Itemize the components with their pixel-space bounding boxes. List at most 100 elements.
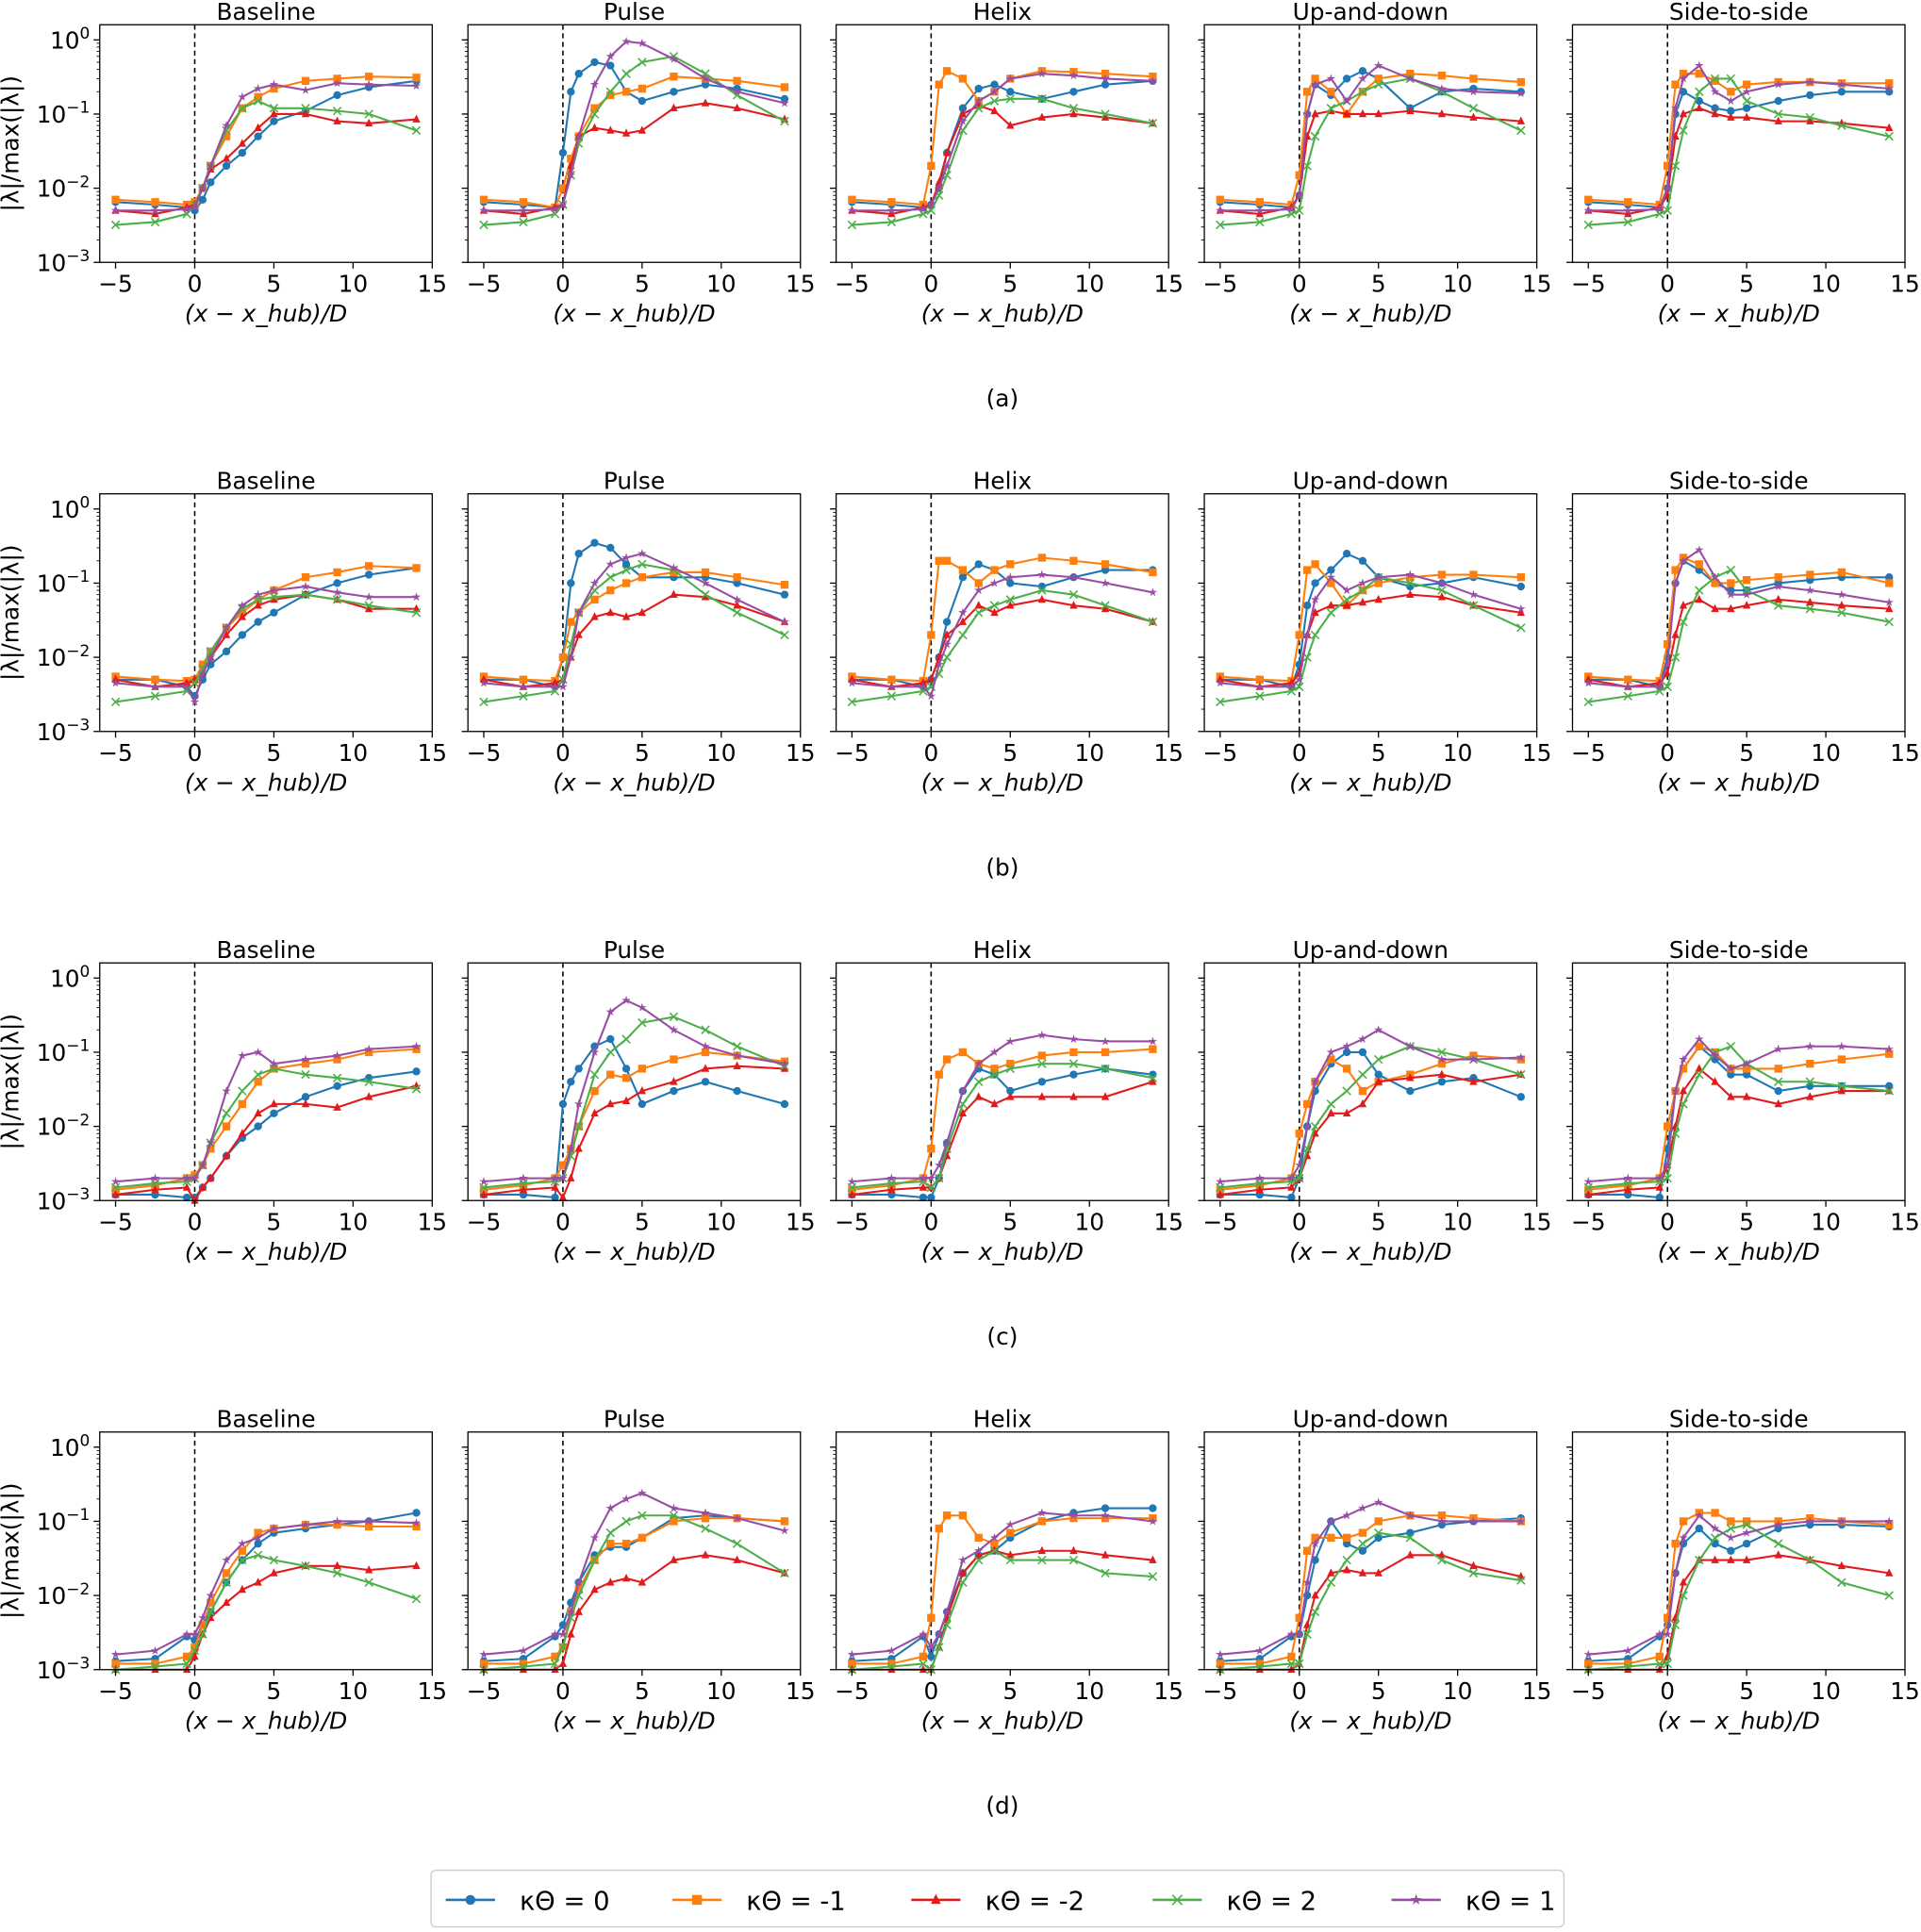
marker-square (558, 652, 568, 662)
marker-star (1583, 206, 1594, 215)
marker-square (1664, 1122, 1672, 1131)
marker-square (198, 1621, 207, 1629)
x-axis-label: (x − x_hub)/D (921, 768, 1084, 796)
subplot-title: Side-to-side (1669, 936, 1809, 964)
marker-circle (558, 148, 568, 157)
marker-square (574, 1585, 583, 1594)
x-tick-label: 5 (267, 1677, 282, 1705)
series--1 (1584, 1042, 1894, 1194)
marker-triangle (1837, 1086, 1846, 1095)
marker-square (1374, 579, 1383, 587)
series-line (115, 1524, 417, 1665)
y-tick-base: 10 (37, 249, 67, 276)
marker-star (479, 1177, 489, 1186)
marker-triangle (974, 1550, 983, 1559)
marker-star (110, 678, 121, 687)
y-tick-label: 10−2 (37, 642, 91, 671)
marker-star (1302, 630, 1312, 639)
marker-x (1302, 161, 1312, 171)
marker-x (1342, 1086, 1351, 1096)
marker-star (519, 682, 528, 691)
marker-star (1837, 589, 1846, 599)
marker-square (1327, 579, 1335, 587)
x-axis-label: (x − x_hub)/D (1658, 300, 1820, 327)
marker-square (1469, 570, 1478, 579)
y-tick-base: 10 (37, 1657, 67, 1684)
marker-triangle (301, 1098, 310, 1108)
marker-triangle (222, 1150, 231, 1160)
marker-x (701, 589, 710, 600)
subplot-title: Pulse (604, 936, 665, 964)
series-line (115, 1564, 417, 1671)
marker-x (1437, 586, 1447, 595)
marker-circle (1287, 1193, 1296, 1202)
marker-square (1711, 1509, 1719, 1517)
marker-circle (621, 560, 631, 569)
series-2 (847, 586, 1158, 707)
marker-circle (238, 631, 247, 639)
marker-star (1405, 1511, 1416, 1520)
marker-square (1327, 88, 1335, 96)
series-line (115, 82, 417, 212)
subplot-title: Helix (973, 936, 1032, 964)
marker-square (691, 1894, 703, 1906)
marker-star (301, 581, 310, 591)
marker-star (638, 1488, 647, 1497)
marker-circle (1742, 1539, 1751, 1548)
x-tick-label: 5 (1739, 1677, 1754, 1705)
marker-star (573, 1577, 584, 1587)
marker-star (1005, 1036, 1016, 1046)
subplot-title: Pulse (604, 1406, 665, 1433)
marker-x (1583, 220, 1593, 230)
marker-square (254, 92, 262, 101)
marker-x (701, 1025, 710, 1034)
marker-star (550, 1629, 560, 1639)
marker-square (927, 631, 936, 639)
marker-circle (1374, 1070, 1383, 1079)
marker-triangle (606, 1577, 615, 1586)
marker-star (942, 639, 952, 649)
marker-square (780, 581, 789, 589)
marker-square (848, 1185, 856, 1194)
marker-star (589, 1532, 600, 1542)
marker-triangle (1774, 116, 1782, 124)
x-tick-label: −5 (98, 739, 133, 767)
marker-triangle (1806, 597, 1814, 606)
marker-star (1302, 108, 1312, 118)
series-line (1588, 548, 1890, 688)
marker-x (1405, 1533, 1416, 1543)
series--1 (848, 1045, 1157, 1194)
marker-star (1583, 1177, 1594, 1186)
series-2 (1583, 74, 1894, 230)
x-tick-label: −5 (835, 271, 869, 298)
axes-frame (467, 493, 802, 733)
marker-square (848, 1660, 856, 1668)
marker-square (254, 1528, 262, 1537)
marker-star (1254, 1645, 1265, 1655)
marker-x (1837, 608, 1846, 618)
marker-circle (551, 1193, 559, 1202)
marker-x (942, 652, 952, 662)
marker-star (732, 87, 742, 96)
marker-x (1773, 601, 1783, 610)
subplot-d-side-to-side: Side-to-side −5 0 5 10 15 (x − x_hub)/D (1565, 1406, 1920, 1734)
marker-x (886, 217, 897, 227)
marker-x (1068, 103, 1079, 113)
marker-triangle (1358, 108, 1367, 118)
marker-x (1358, 1069, 1367, 1080)
marker-x (479, 220, 489, 230)
marker-star (479, 1649, 489, 1659)
x-tick-label: 5 (267, 739, 282, 767)
marker-x (519, 1179, 528, 1188)
marker-triangle (621, 612, 631, 620)
marker-circle (182, 1193, 191, 1202)
y-tick-label: 10−3 (37, 247, 91, 276)
series-1 (1216, 570, 1526, 691)
marker-star (1884, 1044, 1895, 1053)
series-line (852, 598, 1153, 688)
subplot-c-up-and-down: Up-and-down −5 0 5 10 15 (x − x_hub)/D (1198, 936, 1551, 1265)
x-axis-label: (x − x_hub)/D (1658, 768, 1820, 796)
marker-circle (1037, 1078, 1047, 1086)
marker-x (1695, 586, 1704, 595)
x-axis-label: (x − x_hub)/D (553, 768, 715, 796)
